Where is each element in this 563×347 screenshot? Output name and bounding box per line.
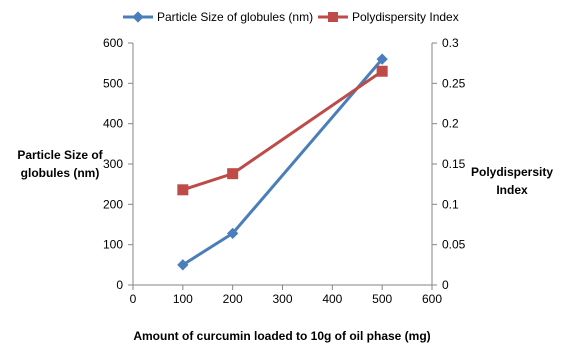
series-line-polydispersity	[182, 69, 384, 192]
x-tick-label: 100	[173, 292, 193, 306]
x-tick-label: 600	[422, 292, 442, 306]
y-tick-label-right: 0.3	[442, 36, 459, 50]
y-tick-label-left: 400	[103, 117, 123, 131]
y-tick-label-left: 500	[103, 76, 123, 90]
data-point-particle-size	[227, 227, 239, 240]
y-tick-label-right: 0.2	[442, 117, 459, 131]
y-ticks-left: 0 100 200 300 400 500 600	[103, 36, 133, 292]
legend-label-polydispersity: Polydispersity Index	[352, 10, 459, 24]
x-ticks: 0 100 200 300 400 500 600	[130, 285, 442, 306]
x-tick-label: 300	[272, 292, 292, 306]
y-tick-label-left: 100	[103, 238, 123, 252]
y-axis-title-left: Particle Size of globules (nm)	[17, 148, 103, 180]
y-ticks-right: 0 0.05 0.1 0.15 0.2 0.25 0.3	[432, 36, 466, 292]
legend-marker-polydispersity	[328, 12, 338, 22]
x-axis-title: Amount of curcumin loaded to 10g of oil …	[133, 329, 430, 343]
x-tick-label: 400	[322, 292, 342, 306]
y-tick-label-right: 0.1	[442, 197, 459, 211]
data-point-polydispersity	[376, 65, 388, 77]
data-point-particle-size	[376, 53, 388, 65]
data-point-polydispersity	[177, 184, 189, 196]
x-tick-label: 200	[223, 292, 243, 306]
legend: Particle Size of globules (nm) Polydispe…	[123, 10, 459, 24]
series-layer	[177, 53, 388, 271]
y-axis-title-right: Polydispersity Index	[471, 165, 553, 197]
y-tick-label-right: 0.05	[442, 238, 466, 252]
data-point-particle-size	[177, 259, 189, 271]
x-tick-label: 0	[130, 292, 137, 306]
y-tick-label-right: 0.15	[442, 157, 466, 171]
y-tick-label-right: 0	[442, 278, 449, 292]
legend-label-particle-size: Particle Size of globules (nm)	[157, 10, 313, 24]
y-tick-label-left: 300	[103, 157, 123, 171]
y-tick-label-left: 0	[116, 278, 123, 292]
x-tick-label: 500	[372, 292, 392, 306]
y-tick-label-right: 0.25	[442, 76, 466, 90]
y-tick-label-left: 200	[103, 197, 123, 211]
data-point-polydispersity	[227, 168, 239, 180]
y-tick-label-left: 600	[103, 36, 123, 50]
legend-item-particle-size: Particle Size of globules (nm)	[123, 10, 313, 24]
legend-marker-particle-size	[132, 11, 144, 23]
legend-item-polydispersity: Polydispersity Index	[318, 10, 459, 24]
